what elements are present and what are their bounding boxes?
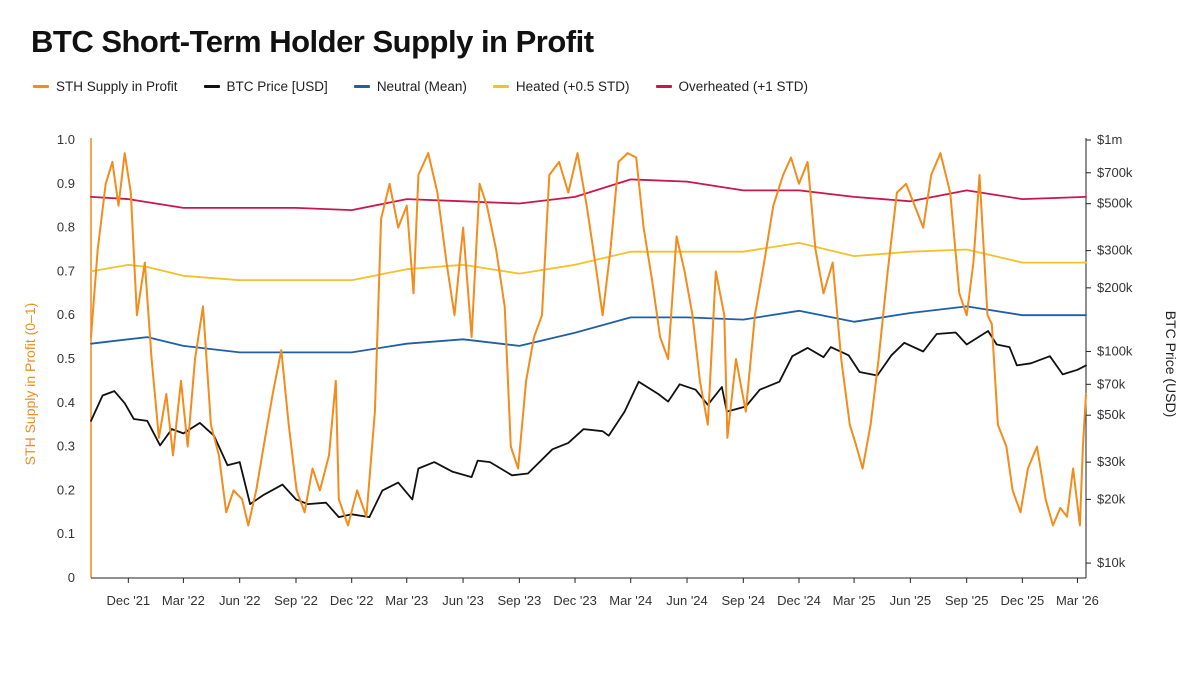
y-tick-label: 0.2 — [57, 482, 75, 497]
legend-label-btc-price: BTC Price [USD] — [226, 79, 328, 94]
y2-tick-label: $100k — [1097, 344, 1133, 359]
y-tick-label: 1.0 — [57, 132, 75, 147]
x-tick-label: Dec '23 — [553, 593, 597, 608]
series-line-overheated-1-std — [90, 178, 1087, 211]
x-tick-label: Mar '22 — [162, 593, 205, 608]
y2-tick-label: $50k — [1097, 407, 1126, 422]
chart-title: BTC Short-Term Holder Supply in Profit — [31, 24, 594, 59]
legend-swatch-btc-price — [203, 85, 220, 88]
x-tick-label: Dec '22 — [330, 593, 374, 608]
x-tick-label: Mar '23 — [385, 593, 428, 608]
axes — [90, 138, 1091, 583]
x-tick-label: Dec '21 — [106, 593, 150, 608]
y-tick-label: 0.9 — [57, 176, 75, 191]
x-tick-label: Jun '25 — [890, 593, 932, 608]
y2-tick-label: $500k — [1097, 196, 1133, 211]
x-tick-label: Jun '22 — [219, 593, 261, 608]
x-tick-label: Dec '24 — [777, 593, 821, 608]
y-tick-label: 0.5 — [57, 351, 75, 366]
legend-label-sth-supply: STH Supply in Profit — [56, 79, 178, 94]
x-tick-label: Jun '24 — [666, 593, 708, 608]
tick-labels: 0 0.1 0.2 0.3 0.4 0.5 0.6 0.7 0.8 0.9 1.0 $10k $20k $… — [22, 132, 1179, 608]
x-tick-label: Mar '26 — [1056, 593, 1099, 608]
x-tick-label: Jun '23 — [442, 593, 484, 608]
y2-tick-label: $1m — [1097, 132, 1122, 147]
series-line-heated-0-5-std — [90, 242, 1087, 282]
legend: STH Supply in Profit BTC Price [USD] Neu… — [33, 79, 808, 94]
x-tick-label: Sep '22 — [274, 593, 318, 608]
y2-tick-label: $200k — [1097, 280, 1133, 295]
y-tick-label: 0.4 — [57, 395, 75, 410]
y-axis-title: STH Supply in Profit (0–1) — [22, 303, 38, 466]
series-line-sth-supply-in-profit — [90, 152, 1087, 527]
series-line-btc-price-usd — [90, 330, 1087, 518]
series-layer — [90, 152, 1087, 527]
y-tick-label: 0.6 — [57, 307, 75, 322]
y-tick-label: 0.7 — [57, 263, 75, 278]
x-tick-label: Mar '24 — [609, 593, 652, 608]
y-tick-label: 0.8 — [57, 220, 75, 235]
y2-tick-label: $300k — [1097, 243, 1133, 258]
legend-item-neutral[interactable]: Neutral (Mean) — [353, 79, 467, 94]
legend-item-overheated[interactable]: Overheated (+1 STD) — [655, 79, 808, 94]
series-line-neutral-mean — [90, 305, 1087, 354]
y2-tick-label: $20k — [1097, 491, 1126, 506]
legend-swatch-heated — [492, 85, 509, 88]
x-tick-label: Sep '23 — [498, 593, 542, 608]
y2-tick-label: $700k — [1097, 165, 1133, 180]
legend-label-neutral: Neutral (Mean) — [376, 79, 467, 94]
legend-label-overheated: Overheated (+1 STD) — [678, 79, 808, 94]
y2-tick-label: $30k — [1097, 454, 1126, 469]
x-tick-label: Dec '25 — [1001, 593, 1045, 608]
legend-swatch-sth-supply — [33, 85, 49, 88]
y-tick-label: 0 — [68, 570, 75, 585]
y2-axis-title: BTC Price (USD) — [1163, 311, 1179, 418]
x-tick-label: Sep '25 — [945, 593, 989, 608]
legend-item-sth-supply[interactable]: STH Supply in Profit — [33, 79, 178, 94]
x-tick-label: Mar '25 — [833, 593, 876, 608]
legend-swatch-neutral — [353, 85, 370, 88]
y-tick-label: 0.3 — [57, 439, 75, 454]
legend-item-btc-price[interactable]: BTC Price [USD] — [203, 79, 328, 94]
legend-item-heated[interactable]: Heated (+0.5 STD) — [492, 79, 630, 94]
y2-tick-label: $70k — [1097, 376, 1126, 391]
y2-tick-label: $10k — [1097, 555, 1126, 570]
x-tick-label: Sep '24 — [721, 593, 765, 608]
y-tick-label: 0.1 — [57, 526, 75, 541]
legend-label-heated: Heated (+0.5 STD) — [515, 79, 630, 94]
legend-swatch-overheated — [655, 85, 672, 88]
